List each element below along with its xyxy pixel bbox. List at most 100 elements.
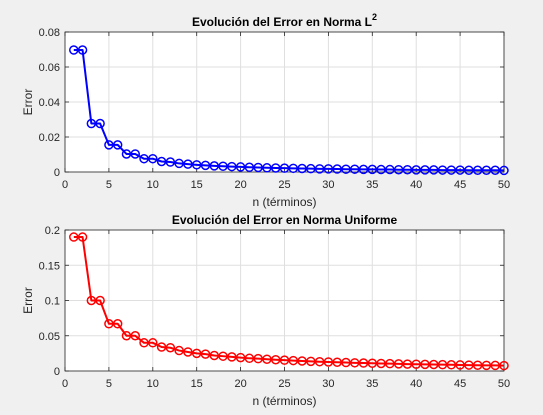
data-point: [209, 161, 220, 171]
data-point: [191, 160, 202, 170]
data-point: [200, 160, 211, 171]
x-tick-label: 0: [62, 179, 68, 191]
data-point: [174, 345, 184, 356]
data-point: [218, 161, 228, 171]
data-point: [69, 45, 79, 55]
x-tick-label: 30: [322, 378, 334, 390]
data-point: [165, 157, 176, 167]
chart-title-text: Evolución del Error en Norma L: [192, 15, 372, 29]
x-tick-label: 40: [410, 179, 422, 191]
data-point: [270, 354, 281, 365]
x-tick-label: 10: [147, 179, 159, 191]
data-point: [481, 360, 492, 371]
data-point: [148, 338, 158, 348]
data-point: [472, 360, 483, 370]
x-tick-label: 20: [234, 179, 246, 191]
data-point: [262, 163, 272, 173]
x-tick-label: 5: [106, 378, 112, 390]
data-point: [314, 164, 325, 174]
data-point: [349, 358, 360, 368]
data-point: [121, 149, 132, 159]
x-tick-label: 45: [454, 179, 466, 191]
data-point: [411, 359, 421, 369]
data-point: [411, 165, 421, 175]
chart-title: Evolución del Error en Norma Uniforme: [172, 213, 398, 227]
chart-title: Evolución del Error en Norma L2: [192, 12, 377, 29]
data-point: [490, 165, 500, 175]
data-point: [279, 355, 290, 365]
y-tick-label: 0.2: [45, 225, 60, 237]
data-point: [306, 163, 316, 174]
data-point: [376, 358, 386, 369]
data-point: [323, 357, 334, 367]
data-point: [376, 164, 386, 175]
data-point: [244, 353, 255, 364]
x-tick-label: 10: [147, 378, 159, 390]
data-point: [235, 352, 246, 363]
x-tick-label: 0: [62, 378, 68, 390]
y-tick-label: 0.05: [39, 331, 60, 343]
chart-title-text: Evolución del Error en Norma Uniforme: [172, 213, 398, 227]
chart-title-superscript: 2: [372, 12, 377, 22]
data-point: [499, 165, 509, 176]
data-point: [148, 153, 158, 164]
data-point: [191, 348, 202, 359]
data-point: [402, 164, 413, 175]
data-point: [481, 165, 492, 175]
y-tick-label: 0.15: [39, 260, 60, 272]
x-tick-label: 25: [278, 179, 290, 191]
data-point: [297, 163, 307, 174]
data-point: [306, 356, 316, 367]
data-point: [446, 165, 457, 175]
y-tick-label: 0.02: [39, 132, 60, 144]
y-tick-label: 0: [54, 366, 60, 378]
data-point: [437, 359, 448, 370]
data-point: [437, 165, 448, 175]
data-point: [297, 356, 307, 366]
data-point: [104, 319, 114, 329]
data-point: [156, 156, 167, 167]
data-point: [358, 164, 369, 175]
data-point: [332, 357, 342, 368]
data-point: [429, 165, 439, 175]
data-point: [490, 360, 500, 371]
x-tick-label: 15: [191, 378, 203, 390]
data-point: [332, 164, 342, 174]
data-point: [77, 232, 88, 242]
x-tick-label: 5: [106, 179, 112, 191]
x-tick-label: 15: [191, 179, 203, 191]
data-point: [385, 164, 395, 175]
data-point: [86, 118, 97, 129]
data-point: [499, 360, 509, 371]
data-point: [464, 360, 474, 370]
data-point: [139, 338, 149, 348]
data-point: [218, 351, 228, 361]
data-point: [262, 354, 272, 364]
data-point: [393, 359, 404, 369]
data-point: [429, 359, 439, 370]
data-point: [112, 319, 123, 329]
x-tick-label: 30: [322, 179, 334, 191]
data-point: [358, 358, 369, 368]
data-point: [121, 331, 132, 341]
data-point: [244, 162, 255, 173]
data-point: [455, 360, 465, 370]
data-point: [288, 163, 299, 174]
y-axis-label: Error: [21, 89, 35, 116]
data-point: [385, 358, 395, 369]
x-axis-label: n (términos): [252, 195, 316, 209]
data-point: [183, 159, 193, 169]
data-point: [270, 163, 281, 173]
data-point: [112, 140, 123, 150]
data-point: [393, 164, 404, 175]
y-axis-label: Error: [21, 287, 35, 314]
data-point: [464, 165, 474, 175]
x-tick-label: 45: [454, 378, 466, 390]
data-point: [455, 165, 465, 175]
data-point: [367, 358, 378, 368]
data-point: [420, 359, 430, 370]
data-point: [349, 164, 360, 174]
data-point: [314, 356, 325, 367]
data-point: [156, 342, 167, 352]
